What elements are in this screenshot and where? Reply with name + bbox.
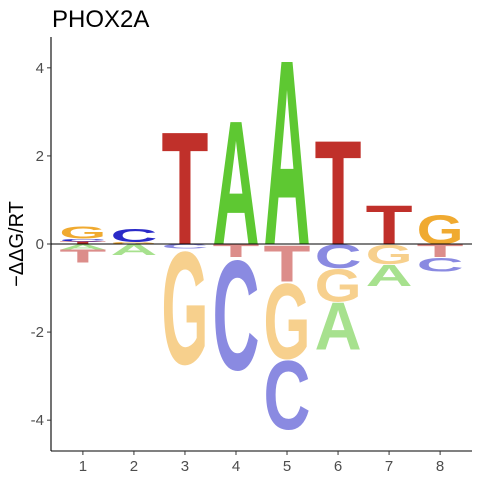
x-tick-label: 4 [232, 458, 240, 475]
logo-letter-G: G [59, 224, 106, 243]
logo-letter-C: C [110, 226, 157, 246]
logo-letter-T: T [59, 241, 106, 245]
x-tick-label: 5 [283, 458, 291, 475]
y-axis-ticks: -4 -2 0 2 4 [31, 60, 51, 429]
logo-letter-C: C [161, 243, 208, 250]
logo-letter-A: A [213, 85, 260, 283]
logo-letter-A: A [315, 290, 362, 365]
x-tick-label: 3 [181, 458, 189, 475]
x-tick-label: 2 [130, 458, 138, 475]
y-tick-label: 2 [36, 148, 44, 165]
logo-letter-G: G [110, 241, 157, 244]
y-tick-label: 4 [36, 60, 44, 77]
logo-letter-A: A [59, 243, 106, 251]
y-tick-label: 0 [36, 236, 44, 253]
logo-letter-T: T [213, 240, 260, 261]
y-tick-label: -4 [31, 412, 44, 429]
chart-title: PHOX2A [52, 6, 149, 33]
logo-letter-C: C [213, 228, 260, 403]
logo-letter-A: A [264, 5, 311, 300]
logo-letter-G: G [315, 260, 362, 312]
logo-letter-G: G [161, 218, 208, 398]
logo-letter-G: G [417, 207, 464, 254]
logo-letter-C: C [59, 238, 106, 242]
x-tick-label: 8 [436, 458, 444, 475]
logo-letter-T: T [315, 111, 362, 277]
x-tick-label: 1 [79, 458, 87, 475]
logo-letter-C: C [264, 340, 311, 450]
logo-letter-T: T [417, 240, 464, 261]
x-tick-label: 7 [385, 458, 393, 475]
logo-letter-G: G [264, 262, 311, 382]
logo-letter-A: A [366, 258, 413, 292]
logo-letter-T: T [366, 194, 413, 256]
logo-letter-C: C [417, 254, 464, 276]
y-tick-label: -2 [31, 324, 44, 341]
logo-letter-A: A [110, 241, 157, 258]
x-axis-ticks: 1 2 3 4 5 6 7 8 [79, 451, 444, 475]
y-axis-title: −ΔΔG/RT [6, 201, 28, 287]
logo-letter-T: T [59, 246, 106, 267]
x-tick-label: 6 [334, 458, 342, 475]
logo-letter-T: T [161, 98, 208, 278]
